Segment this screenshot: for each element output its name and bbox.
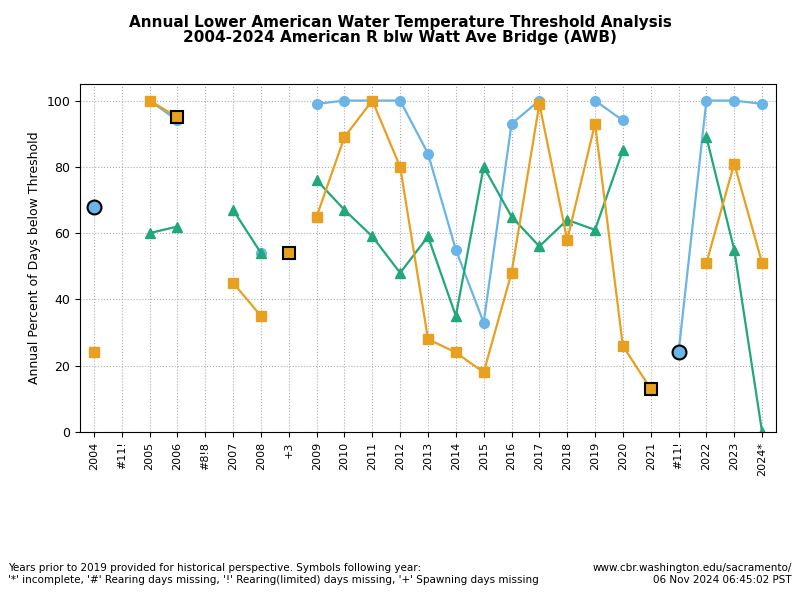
Juvenile Rearing (limited coldwater) 5/15-10/31 (<68°F) xyxy=(730,97,739,104)
Juvenile Rearing (limited coldwater) 5/15-10/31 (<68°F) xyxy=(145,97,154,104)
Juvenile Rearing (limited coldwater) 5/15-10/31 (<68°F) xyxy=(534,97,544,104)
Juvenile Rearing 5/15-10/31 (<65°F) xyxy=(256,313,266,320)
Juvenile Rearing (limited coldwater) 5/15-10/31 (<68°F) xyxy=(618,117,628,124)
Spawning 11/1-12/31 (<56°F) xyxy=(340,206,350,214)
Spawning 11/1-12/31 (<56°F) xyxy=(228,206,238,214)
Spawning 11/1-12/31 (<56°F) xyxy=(89,203,98,210)
Juvenile Rearing 5/15-10/31 (<65°F) xyxy=(340,133,350,140)
Juvenile Rearing 5/15-10/31 (<65°F) xyxy=(145,97,154,104)
Spawning 11/1-12/31 (<56°F) xyxy=(618,146,628,154)
Juvenile Rearing (limited coldwater) 5/15-10/31 (<68°F) xyxy=(451,246,461,253)
Juvenile Rearing 5/15-10/31 (<65°F) xyxy=(730,160,739,167)
Spawning 11/1-12/31 (<56°F) xyxy=(395,269,405,277)
Juvenile Rearing 5/15-10/31 (<65°F) xyxy=(618,342,628,349)
Juvenile Rearing (limited coldwater) 5/15-10/31 (<68°F) xyxy=(590,97,600,104)
Juvenile Rearing (limited coldwater) 5/15-10/31 (<68°F) xyxy=(506,120,516,127)
Spawning 11/1-12/31 (<56°F) xyxy=(758,428,767,436)
Juvenile Rearing 5/15-10/31 (<65°F) xyxy=(590,120,600,127)
Juvenile Rearing 5/15-10/31 (<65°F) xyxy=(562,236,572,244)
Spawning 11/1-12/31 (<56°F) xyxy=(367,233,377,240)
Juvenile Rearing 5/15-10/31 (<65°F) xyxy=(395,163,405,170)
Juvenile Rearing (limited coldwater) 5/15-10/31 (<68°F) xyxy=(758,100,767,107)
Juvenile Rearing (limited coldwater) 5/15-10/31 (<68°F) xyxy=(423,150,433,157)
Spawning 11/1-12/31 (<56°F) xyxy=(702,133,711,140)
Line: Spawning 11/1-12/31 (<56°F): Spawning 11/1-12/31 (<56°F) xyxy=(89,132,767,437)
Juvenile Rearing (limited coldwater) 5/15-10/31 (<68°F) xyxy=(479,319,489,326)
Spawning 11/1-12/31 (<56°F) xyxy=(590,226,600,233)
Text: 2004-2024 American R blw Watt Ave Bridge (AWB): 2004-2024 American R blw Watt Ave Bridge… xyxy=(183,30,617,45)
Juvenile Rearing 5/15-10/31 (<65°F) xyxy=(479,369,489,376)
Juvenile Rearing 5/15-10/31 (<65°F) xyxy=(89,349,98,356)
Juvenile Rearing 5/15-10/31 (<65°F) xyxy=(312,213,322,220)
Juvenile Rearing 5/15-10/31 (<65°F) xyxy=(534,100,544,107)
Juvenile Rearing (limited coldwater) 5/15-10/31 (<68°F) xyxy=(367,97,377,104)
Juvenile Rearing (limited coldwater) 5/15-10/31 (<68°F) xyxy=(256,250,266,257)
Juvenile Rearing (limited coldwater) 5/15-10/31 (<68°F) xyxy=(173,117,182,124)
Spawning 11/1-12/31 (<56°F) xyxy=(312,176,322,184)
Spawning 11/1-12/31 (<56°F) xyxy=(562,216,572,223)
Spawning 11/1-12/31 (<56°F) xyxy=(506,213,516,220)
Juvenile Rearing (limited coldwater) 5/15-10/31 (<68°F) xyxy=(340,97,350,104)
Juvenile Rearing 5/15-10/31 (<65°F) xyxy=(228,279,238,286)
Spawning 11/1-12/31 (<56°F) xyxy=(451,313,461,320)
Spawning 11/1-12/31 (<56°F) xyxy=(730,246,739,253)
Spawning 11/1-12/31 (<56°F) xyxy=(173,223,182,230)
Text: www.cbr.washington.edu/sacramento/
06 Nov 2024 06:45:02 PST: www.cbr.washington.edu/sacramento/ 06 No… xyxy=(593,563,792,585)
Juvenile Rearing (limited coldwater) 5/15-10/31 (<68°F) xyxy=(674,349,683,356)
Juvenile Rearing (limited coldwater) 5/15-10/31 (<68°F) xyxy=(702,97,711,104)
Text: Years prior to 2019 provided for historical perspective. Symbols following year:: Years prior to 2019 provided for histori… xyxy=(8,563,538,585)
Juvenile Rearing 5/15-10/31 (<65°F) xyxy=(451,349,461,356)
Y-axis label: Annual Percent of Days below Threshold: Annual Percent of Days below Threshold xyxy=(28,131,41,385)
Juvenile Rearing 5/15-10/31 (<65°F) xyxy=(367,97,377,104)
Juvenile Rearing (limited coldwater) 5/15-10/31 (<68°F) xyxy=(89,203,98,210)
Spawning 11/1-12/31 (<56°F) xyxy=(256,250,266,257)
Juvenile Rearing 5/15-10/31 (<65°F) xyxy=(758,259,767,266)
Spawning 11/1-12/31 (<56°F) xyxy=(423,233,433,240)
Juvenile Rearing (limited coldwater) 5/15-10/31 (<68°F) xyxy=(395,97,405,104)
Spawning 11/1-12/31 (<56°F) xyxy=(534,243,544,250)
Juvenile Rearing 5/15-10/31 (<65°F) xyxy=(506,269,516,277)
Spawning 11/1-12/31 (<56°F) xyxy=(479,163,489,170)
Line: Juvenile Rearing 5/15-10/31 (<65°F): Juvenile Rearing 5/15-10/31 (<65°F) xyxy=(89,96,767,394)
Text: Annual Lower American Water Temperature Threshold Analysis: Annual Lower American Water Temperature … xyxy=(129,15,671,30)
Juvenile Rearing 5/15-10/31 (<65°F) xyxy=(702,259,711,266)
Juvenile Rearing (limited coldwater) 5/15-10/31 (<68°F) xyxy=(312,100,322,107)
Line: Juvenile Rearing (limited coldwater) 5/15-10/31 (<68°F): Juvenile Rearing (limited coldwater) 5/1… xyxy=(89,96,767,358)
Juvenile Rearing 5/15-10/31 (<65°F) xyxy=(646,385,655,392)
Juvenile Rearing 5/15-10/31 (<65°F) xyxy=(423,335,433,343)
Spawning 11/1-12/31 (<56°F) xyxy=(145,230,154,237)
Juvenile Rearing 5/15-10/31 (<65°F) xyxy=(173,113,182,121)
